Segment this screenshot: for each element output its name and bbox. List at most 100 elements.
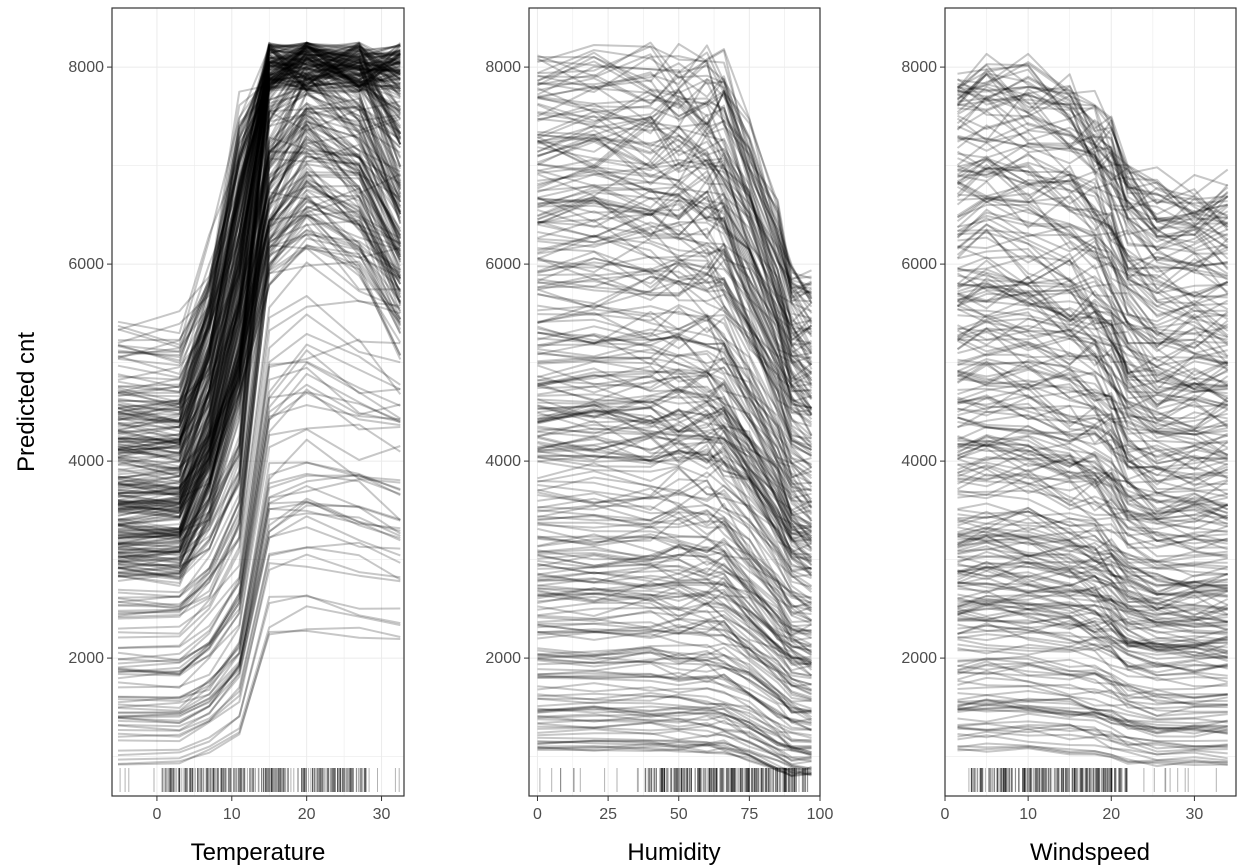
humidity-ice-curve [537,71,813,300]
temperature-ice-curve [117,49,401,408]
temperature-ice-curve [117,42,401,424]
windspeed-ice-curve [957,451,1228,519]
temperature-ice-curve [117,53,401,388]
humidity-ice-curve [537,191,813,409]
humidity-ice-curve [537,190,813,401]
humidity-ice-curve [537,443,813,562]
humidity-ice-curve [537,705,812,754]
windspeed-ice-curve [957,214,1229,343]
humidity-ice-curve [537,114,813,353]
windspeed-ice-curve [957,624,1228,672]
humidity-ice-curve [537,617,812,691]
windspeed-ice-curve [957,114,1229,252]
humidity-ice-curve [537,227,812,414]
windspeed-y-tick-label: 8000 [901,59,937,76]
temperature-ice-curve [117,438,401,700]
temperature-ice-curve [117,478,401,709]
humidity-ice-curve [537,334,812,485]
humidity-ice-curve [537,189,813,395]
humidity-ice-curve [537,718,812,762]
temperature-ice-curve [117,44,401,358]
humidity-ice-curve [537,267,812,457]
windspeed-ice-curve [957,604,1229,657]
windspeed-y-tick-label: 6000 [901,256,937,273]
temperature-ice-curve [117,143,402,573]
humidity-ice-curve [537,427,812,553]
temperature-ice-curve [117,46,401,462]
temperature-ice-curve [117,47,402,477]
temperature-x-tick-label: 0 [152,806,161,823]
temperature-ice-curve [117,124,402,534]
windspeed-ice-curve [956,97,1229,244]
temperature-ice-curve [117,383,401,675]
humidity-ice-curve [537,256,813,449]
windspeed-ice-curve [956,179,1229,302]
temperature-ice-curve [117,141,402,538]
temperature-ice-curve [117,404,401,677]
windspeed-ice-curve [957,308,1228,406]
humidity-ice-curve [537,198,812,415]
temperature-ice-curve [117,77,401,394]
humidity-ice-curve [537,404,812,540]
humidity-ice-curve [537,191,813,373]
humidity-ice-curve [537,533,812,637]
humidity-ice-curve [537,113,813,338]
humidity-ice-curve [537,543,812,642]
windspeed-ice-curve [957,193,1229,311]
humidity-ice-curve [537,436,813,574]
humidity-ice-curve [537,115,813,354]
temperature-ice-curve [117,105,402,572]
humidity-ice-curve [537,713,812,756]
humidity-ice-curve [537,519,813,623]
humidity-ice-curve [537,653,812,714]
windspeed-ice-curve [957,569,1228,623]
windspeed-ice-curve [957,367,1229,457]
temperature-ice-curve [117,44,402,483]
humidity-ice-curve [537,304,812,457]
windspeed-ice-curve [957,173,1229,277]
windspeed-ice-curve [957,256,1228,377]
temperature-ice-curve [117,55,402,515]
windspeed-ice-curve [957,540,1228,605]
humidity-ice-curve [537,726,812,766]
temperature-ice-curve [117,163,402,535]
windspeed-ice-curve [956,200,1229,337]
windspeed-ice-curve [957,638,1228,671]
humidity-ice-curve [537,419,812,553]
temperature-ice-curve [117,184,402,548]
windspeed-ice-curve [957,528,1228,598]
windspeed-ice-curve [957,603,1228,649]
windspeed-ice-curve [957,248,1228,359]
humidity-ice-curve [537,591,812,663]
temperature-ice-curve [117,76,402,515]
temperature-ice-curve [117,120,401,575]
humidity-ice-curve [537,212,812,409]
windspeed-ice-curve [957,311,1228,410]
windspeed-ice-curve [957,358,1229,449]
humidity-ice-curve [537,685,812,731]
humidity-y-tick-label: 6000 [485,256,521,273]
windspeed-ice-curve [957,679,1228,710]
temperature-ice-curve [117,41,401,445]
temperature-ice-curve [117,91,402,514]
humidity-ice-curve [537,185,813,387]
temperature-ice-curve [117,229,401,606]
windspeed-ice-curve [956,361,1229,462]
humidity-gridlines [529,8,821,796]
humidity-ice-curve [537,646,812,714]
temperature-x-tick-label: 10 [223,806,241,823]
humidity-y-tick-label: 2000 [485,650,521,667]
humidity-ice-curve [537,169,813,381]
humidity-ice-curve [537,373,813,520]
windspeed-ice-curve [957,697,1228,725]
humidity-ice-curve [537,273,812,451]
humidity-ice-curve [537,554,813,654]
windspeed-ice-curve [957,157,1229,265]
windspeed-ice-curve [957,154,1228,278]
windspeed-ice-curve [957,170,1229,295]
windspeed-ice-curve [957,387,1228,482]
humidity-ice-curve [537,248,813,426]
temperature-x-tick-label: 30 [373,806,391,823]
temperature-ice-curve [117,60,401,456]
windspeed-ice-curve [956,208,1228,353]
